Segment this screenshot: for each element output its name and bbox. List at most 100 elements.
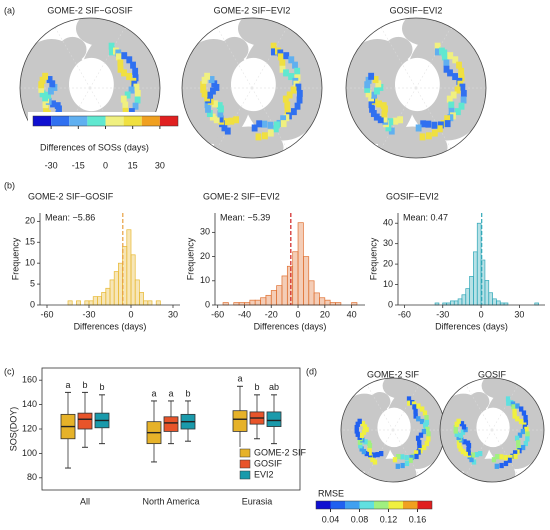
box — [163, 416, 179, 432]
grid-cell — [422, 410, 428, 416]
map — [182, 18, 322, 158]
land — [58, 36, 87, 63]
graticule — [366, 384, 394, 431]
grid-cell — [108, 42, 115, 50]
grid-cell — [525, 436, 530, 442]
grid-cell — [216, 102, 223, 110]
grid-cell — [38, 81, 45, 89]
legend-label: GOSIF — [254, 458, 283, 468]
grid-cell — [448, 101, 455, 109]
grid-cell — [444, 120, 451, 128]
grid-cell — [365, 90, 372, 98]
chart-title: GOME-2 SIF−EVI2 — [203, 191, 280, 201]
grid-cell — [516, 444, 521, 450]
y-tick-label: 20 — [25, 216, 35, 226]
chart-title: GOSIF−EVI2 — [386, 191, 439, 201]
grid-cell — [270, 48, 277, 56]
grid-cell — [355, 421, 360, 427]
grid-cell — [419, 418, 425, 425]
x-tick-label: -30 — [82, 309, 95, 319]
x-tick-label: 30 — [168, 309, 178, 319]
y-tick-label: 20 — [200, 251, 210, 261]
grid-cell — [367, 450, 372, 456]
grid-cell — [409, 454, 414, 461]
grid-cell — [456, 434, 461, 440]
bar — [92, 296, 98, 306]
panel-label: (b) — [4, 180, 15, 190]
grid-cell — [43, 105, 49, 113]
arctic-ocean — [395, 57, 440, 112]
x-tick-label: North America — [142, 496, 199, 506]
x-tick-label: -20 — [265, 309, 278, 319]
grid-cell — [251, 124, 258, 132]
grid-cell — [204, 94, 211, 102]
graticule — [491, 384, 519, 431]
grid-cell — [280, 120, 287, 128]
grid-cell — [494, 463, 499, 469]
grid-cell — [108, 48, 115, 56]
grid-cell — [133, 83, 140, 91]
legend-swatch — [239, 448, 251, 458]
grid-cell — [447, 52, 454, 60]
y-tick-label: 0 — [388, 299, 393, 309]
grid-cell — [367, 446, 372, 452]
grid-cell — [208, 76, 215, 84]
grid-cell — [122, 101, 129, 109]
graticule — [465, 384, 493, 431]
graticule — [392, 429, 420, 476]
grid-cell — [447, 114, 454, 122]
grid-cell — [406, 396, 412, 402]
grid-cell — [511, 404, 516, 410]
grid-cell — [514, 435, 520, 441]
map-title: GOME-2 SIF — [367, 369, 420, 379]
grid-cell — [458, 432, 464, 438]
grid-cell — [126, 73, 133, 81]
bar — [84, 300, 90, 306]
grid-cell — [397, 116, 404, 124]
grid-cell — [294, 102, 301, 110]
grid-cell — [523, 415, 528, 421]
grid-cell — [283, 52, 290, 60]
grid-cell — [294, 74, 301, 82]
grid-cell — [395, 463, 400, 469]
grid-cell — [288, 73, 295, 81]
grid-cell — [379, 450, 384, 457]
bar — [101, 292, 107, 306]
grid-cell — [213, 116, 220, 124]
grid-cell — [38, 85, 45, 93]
colorbar-tick-label: 15 — [128, 160, 138, 170]
colorbar-title: RMSE — [318, 488, 344, 498]
bar — [147, 300, 153, 306]
grid-cell — [371, 452, 377, 458]
land — [385, 385, 445, 469]
significance-letter: b — [99, 382, 104, 392]
grid-cell — [286, 91, 293, 99]
grid-cell — [372, 459, 378, 465]
grid-cell — [400, 462, 405, 469]
grid-cell — [458, 74, 465, 82]
grid-cell — [388, 127, 395, 135]
grid-cell — [217, 115, 224, 123]
grid-cell — [407, 400, 412, 406]
grid-cell — [357, 439, 363, 445]
grid-cell — [200, 85, 207, 93]
grid-cell — [361, 448, 367, 455]
grid-cell — [478, 450, 483, 457]
y-tick-label: 40 — [383, 218, 393, 228]
map-border — [439, 377, 545, 483]
colorbar-swatch — [345, 501, 360, 509]
y-tick-label: 10 — [383, 279, 393, 289]
bar — [292, 251, 299, 306]
grid-cell — [392, 457, 398, 463]
colorbar-title: Differences of SOSs (days) — [40, 142, 149, 152]
grid-cell — [404, 460, 410, 467]
grid-cell — [456, 61, 462, 69]
bar — [97, 296, 102, 306]
bar — [308, 280, 315, 306]
bar — [130, 254, 136, 306]
grid-cell — [460, 96, 467, 104]
grid-cell — [524, 426, 529, 432]
grid-cell — [441, 53, 448, 61]
grid-cell — [124, 91, 131, 99]
grid-cell — [368, 72, 375, 80]
